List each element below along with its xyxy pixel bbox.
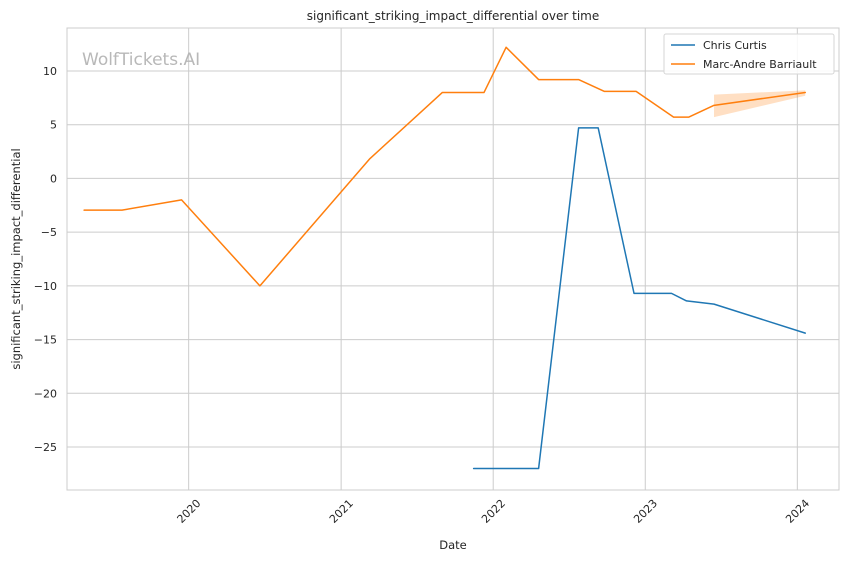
x-tick-label: 2020: [175, 497, 204, 526]
legend: Chris Curtis Marc-Andre Barriault: [663, 33, 835, 75]
series-line-marc-andre-barriault: [83, 46, 807, 287]
x-tick-labels: 2020 2021 2022 2023 2024: [175, 497, 813, 526]
y-tick-label: −20: [34, 387, 57, 400]
y-tick-label: −10: [34, 280, 57, 293]
x-axis-title: Date: [439, 538, 467, 552]
plot-background: [67, 28, 839, 490]
x-tick-label: 2021: [327, 497, 356, 526]
chart-title: significant_striking_impact_differential…: [307, 9, 599, 23]
y-tick-label: −5: [41, 226, 57, 239]
y-axis-title: significant_striking_impact_differential: [9, 148, 23, 369]
series-lines: [83, 46, 807, 470]
y-tick-labels: 10 5 0 −5 −10 −15 −20 −25: [34, 65, 57, 454]
grid-lines: [67, 28, 839, 490]
plot-frame: [66, 27, 840, 491]
y-tick-label: −25: [34, 441, 57, 454]
x-tick-label: 2024: [783, 497, 812, 526]
confidence-bands: [714, 90, 806, 118]
y-tick-label: 10: [43, 65, 57, 78]
y-tick-label: 0: [50, 172, 57, 185]
x-tick-label: 2022: [479, 497, 508, 526]
y-tick-label: −15: [34, 334, 57, 347]
legend-box: [663, 33, 835, 75]
series-line-chris-curtis: [472, 127, 807, 470]
legend-label-chris-curtis: Chris Curtis: [703, 39, 767, 52]
watermark-text: WolfTickets.AI: [82, 50, 200, 70]
x-tick-label: 2023: [631, 497, 660, 526]
y-tick-label: 5: [50, 119, 57, 132]
confidence-band-marc-andre-barriault: [714, 90, 806, 118]
legend-label-marc-andre-barriault: Marc-Andre Barriault: [703, 58, 817, 71]
